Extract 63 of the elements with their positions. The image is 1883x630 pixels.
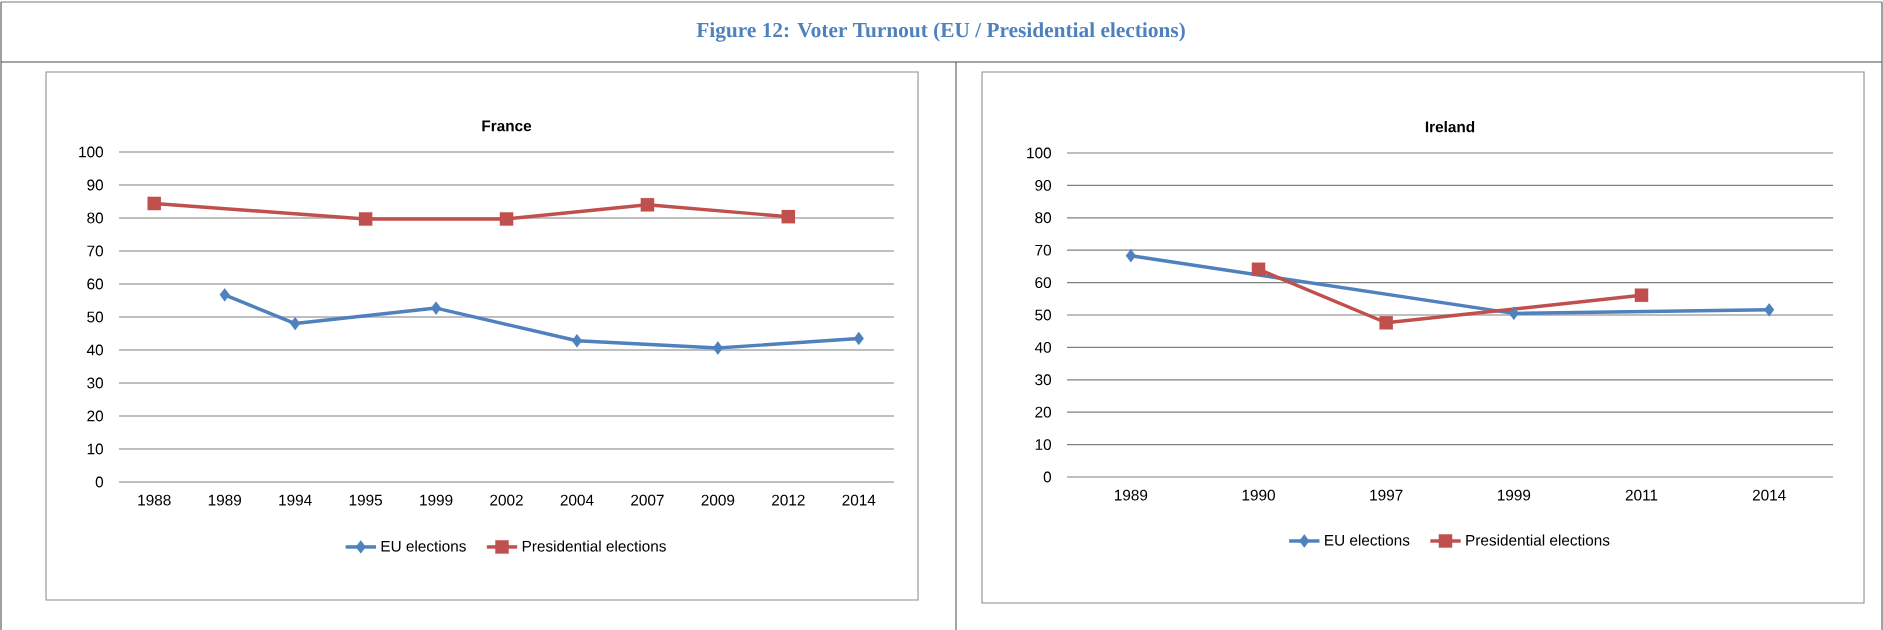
point	[1764, 303, 1775, 317]
point	[1634, 288, 1649, 302]
x-tick-label: 2014	[1752, 489, 1786, 501]
y-tick-label: 60	[1035, 277, 1052, 289]
chart-title: France	[482, 120, 532, 132]
caption: Figure 12: Voter Turnout (EU / Presidential elections)	[696, 22, 1185, 42]
x-tick-label: 1990	[1242, 489, 1275, 501]
point	[290, 316, 301, 331]
legend-label: EU elections	[1325, 534, 1410, 546]
y-tick-label: 30	[1035, 374, 1052, 386]
y-tick-label: 80	[1035, 212, 1052, 224]
y-tick-label: 30	[87, 377, 104, 389]
x-tick-label: 1995	[349, 494, 383, 506]
x-tick-label: 1997	[1370, 489, 1403, 501]
y-tick-label: 40	[86, 344, 104, 356]
point	[781, 209, 796, 224]
y-tick-label: 0	[95, 476, 104, 488]
x-tick-label: 2014	[842, 494, 876, 506]
point	[1508, 306, 1519, 321]
x-tick-label: 1988	[138, 494, 171, 506]
x-tick-label: 1994	[279, 494, 312, 506]
y-tick-label: 10	[1035, 439, 1052, 451]
point	[571, 334, 583, 348]
x-tick-label: 2012	[772, 494, 805, 506]
y-tick-label: 0	[1043, 471, 1052, 483]
y-tick-label: 20	[87, 410, 104, 422]
x-tick-label: 2004	[560, 494, 594, 506]
point	[430, 301, 442, 315]
y-tick-label: 70	[1035, 244, 1052, 256]
y-tick-label: 40	[1034, 341, 1052, 353]
y-tick-label: 50	[1035, 309, 1052, 321]
y-tick-label: 90	[1035, 179, 1052, 191]
y-tick-label: 100	[79, 146, 104, 158]
point	[853, 331, 864, 346]
x-tick-label: 1989	[1114, 489, 1148, 501]
y-tick-label: 10	[87, 443, 104, 455]
point	[499, 212, 514, 226]
point	[640, 198, 655, 212]
point	[1125, 248, 1136, 263]
y-tick-label: 60	[87, 278, 104, 290]
y-tick-label: 50	[87, 311, 104, 323]
legend-label: EU elections	[381, 540, 466, 552]
point	[712, 341, 723, 355]
x-tick-label: 1999	[420, 494, 453, 506]
x-tick-label: 2009	[701, 494, 735, 506]
x-tick-label: 1989	[208, 494, 242, 506]
x-tick-label: 2007	[631, 494, 664, 506]
y-tick-label: 20	[1035, 406, 1052, 418]
x-tick-label: 2011	[1625, 489, 1658, 501]
point	[1379, 316, 1393, 330]
point	[219, 288, 230, 302]
point	[147, 196, 161, 211]
y-tick-label: 90	[87, 179, 104, 191]
y-tick-label: 100	[1027, 147, 1052, 159]
x-tick-label: 2002	[490, 494, 523, 506]
point	[358, 212, 373, 226]
legend-label: Presidential elections	[522, 540, 666, 552]
y-tick-label: 80	[87, 212, 104, 224]
chart-title: Ireland	[1425, 121, 1475, 133]
point	[1251, 262, 1266, 277]
legend-label: Presidential elections	[1466, 534, 1610, 546]
x-tick-label: 1999	[1497, 489, 1531, 501]
y-tick-label: 70	[87, 245, 104, 257]
